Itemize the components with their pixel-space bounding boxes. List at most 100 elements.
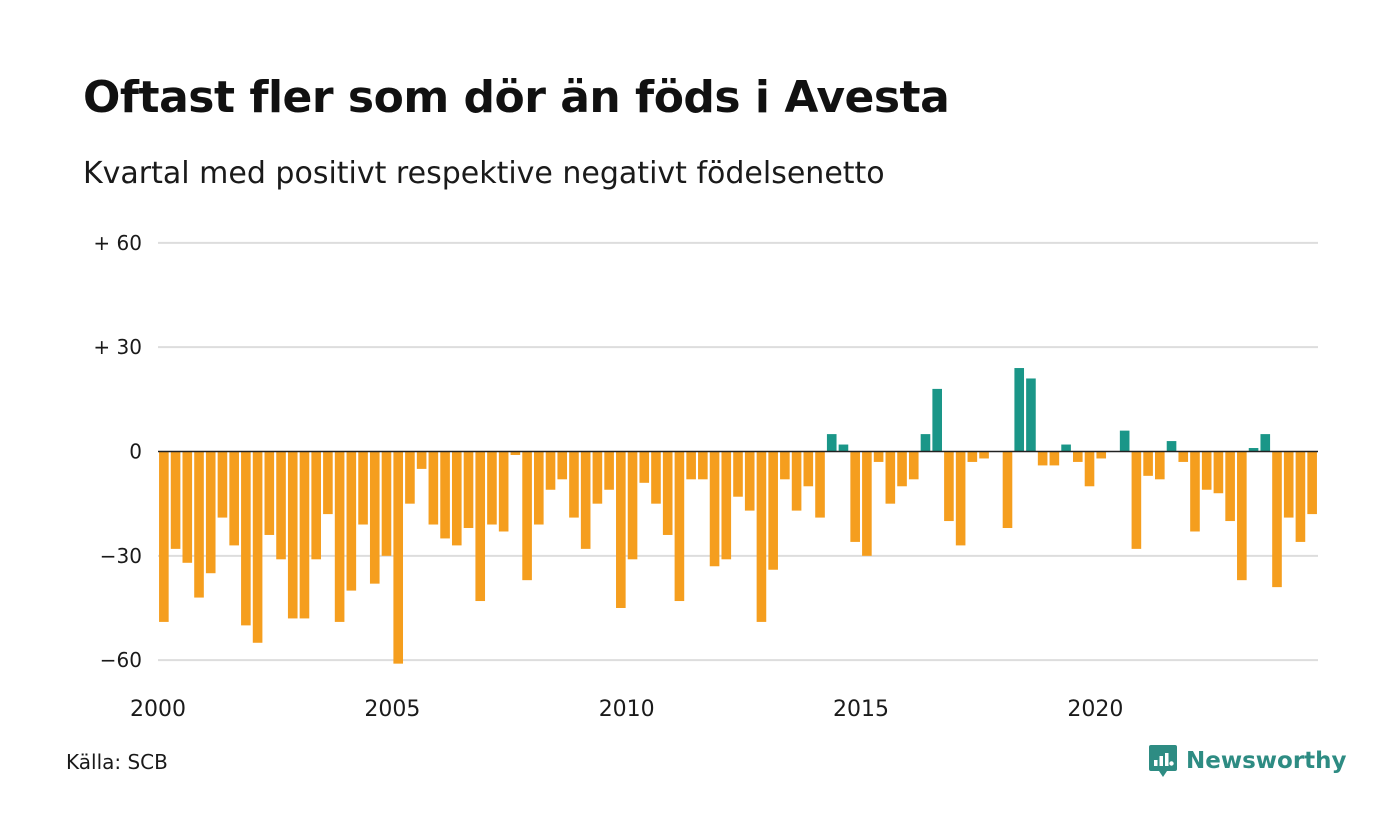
bar-negative bbox=[393, 451, 404, 664]
newsworthy-logo-icon bbox=[1149, 745, 1177, 777]
x-tick-label: 2015 bbox=[833, 697, 889, 722]
bar-negative bbox=[557, 451, 568, 480]
chart-title: Oftast fler som dör än föds i Avesta bbox=[83, 72, 950, 123]
bar-negative bbox=[885, 451, 896, 504]
bar-negative bbox=[1155, 451, 1165, 480]
bar-negative bbox=[1213, 451, 1224, 494]
chart-subtitle: Kvartal med positivt respektive negativt… bbox=[83, 156, 885, 191]
bar-negative bbox=[850, 451, 860, 542]
bar-negative bbox=[580, 451, 591, 549]
bar-negative bbox=[241, 451, 251, 626]
y-tick-label: 0 bbox=[129, 440, 142, 464]
bar-negative bbox=[955, 451, 966, 546]
bar-negative bbox=[674, 451, 685, 602]
bar-negative bbox=[967, 451, 978, 462]
bar-positive bbox=[1248, 448, 1259, 452]
bar-negative bbox=[662, 451, 673, 535]
bar-negative bbox=[1225, 451, 1235, 522]
bar-negative bbox=[358, 451, 368, 525]
bar-negative bbox=[170, 451, 181, 549]
bar-negative bbox=[721, 451, 732, 560]
x-tick-label: 2000 bbox=[130, 697, 186, 722]
bar-negative bbox=[698, 451, 708, 480]
bar-negative bbox=[487, 451, 497, 525]
bar-positive bbox=[838, 444, 849, 452]
bar-negative bbox=[182, 451, 193, 563]
bar-negative bbox=[1283, 451, 1294, 518]
bar-negative bbox=[205, 451, 216, 574]
bar-negative bbox=[405, 451, 415, 504]
brand-name: Newsworthy bbox=[1186, 748, 1347, 774]
bar-negative bbox=[709, 451, 720, 567]
bar-negative bbox=[463, 451, 474, 529]
bar-negative bbox=[323, 451, 333, 515]
bar-negative bbox=[744, 451, 755, 511]
bar-negative bbox=[440, 451, 450, 539]
bar-negative bbox=[311, 451, 321, 560]
bar-negative bbox=[651, 451, 661, 504]
bars bbox=[159, 368, 1317, 664]
bar-negative bbox=[756, 451, 767, 622]
bar-negative bbox=[815, 451, 825, 518]
bar-negative bbox=[733, 451, 743, 497]
bar-negative bbox=[627, 451, 638, 560]
bar-negative bbox=[1096, 451, 1107, 459]
bar-negative bbox=[569, 451, 579, 518]
bar-negative bbox=[159, 451, 169, 622]
bar-negative bbox=[1307, 451, 1317, 515]
bar-negative bbox=[768, 451, 778, 570]
y-tick-label: −60 bbox=[100, 648, 142, 672]
bar-positive bbox=[826, 434, 837, 452]
bar-negative bbox=[217, 451, 228, 518]
bar-negative bbox=[287, 451, 298, 619]
bar-negative bbox=[1072, 451, 1083, 462]
x-axis-ticks: 2000 2005 2010 2015 2020 bbox=[130, 697, 1123, 722]
bar-negative bbox=[346, 451, 357, 591]
bar-negative bbox=[616, 451, 626, 608]
bar-negative bbox=[264, 451, 275, 535]
y-tick-label: + 30 bbox=[93, 335, 142, 359]
bar-negative bbox=[428, 451, 439, 525]
bar-negative bbox=[604, 451, 614, 490]
bar-negative bbox=[1237, 451, 1247, 581]
bar-negative bbox=[299, 451, 310, 619]
bar-negative bbox=[686, 451, 696, 480]
bar-negative bbox=[451, 451, 462, 546]
bar-negative bbox=[873, 451, 884, 462]
bar-negative bbox=[979, 451, 989, 459]
bar-negative bbox=[944, 451, 954, 522]
bar-negative bbox=[780, 451, 790, 480]
bar-negative bbox=[592, 451, 603, 504]
y-axis-ticks: + 60 + 30 0 −30 −60 bbox=[93, 231, 142, 672]
bar-negative bbox=[791, 451, 802, 511]
bar-negative bbox=[194, 451, 204, 598]
y-tick-label: −30 bbox=[100, 544, 142, 568]
bar-positive bbox=[1061, 444, 1071, 452]
bar-negative bbox=[334, 451, 345, 622]
brand-logo: Newsworthy bbox=[1148, 744, 1347, 778]
bar-positive bbox=[920, 434, 931, 452]
bar-positive bbox=[1260, 434, 1271, 452]
bar-negative bbox=[1037, 451, 1048, 466]
bar-negative bbox=[803, 451, 814, 487]
bar-negative bbox=[1049, 451, 1060, 466]
bar-negative bbox=[639, 451, 650, 483]
bar-negative bbox=[416, 451, 427, 469]
x-tick-label: 2020 bbox=[1067, 697, 1123, 722]
x-tick-label: 2005 bbox=[364, 697, 420, 722]
bar-negative bbox=[510, 451, 521, 455]
bar-negative bbox=[1272, 451, 1282, 588]
bar-negative bbox=[229, 451, 239, 546]
bar-negative bbox=[1143, 451, 1153, 476]
bar-negative bbox=[498, 451, 509, 532]
bar-negative bbox=[1178, 451, 1189, 462]
bar-positive bbox=[1119, 430, 1130, 452]
bar-negative bbox=[252, 451, 263, 643]
bar-negative bbox=[475, 451, 486, 602]
bar-negative bbox=[522, 451, 532, 581]
bar-negative bbox=[545, 451, 556, 490]
bar-negative bbox=[381, 451, 392, 556]
bar-positive bbox=[1014, 368, 1025, 452]
bar-negative bbox=[908, 451, 919, 480]
bar-negative bbox=[897, 451, 907, 487]
